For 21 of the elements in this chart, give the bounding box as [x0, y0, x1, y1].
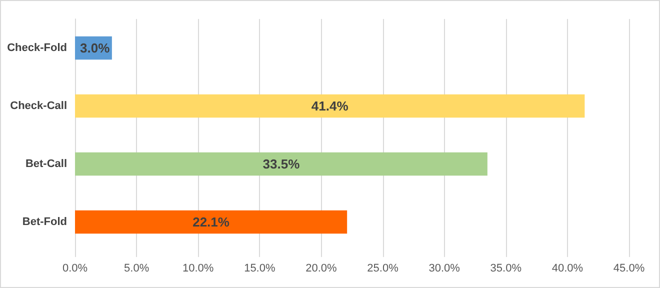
- data-label: 33.5%: [262, 156, 300, 172]
- x-tick-label: 35.0%: [490, 262, 522, 274]
- y-tick-label: Bet-Fold: [22, 216, 67, 228]
- x-tick-label: 10.0%: [182, 262, 214, 274]
- x-tick-label: 5.0%: [124, 262, 150, 274]
- x-tick-label: 0.0%: [62, 262, 88, 274]
- bar: [75, 152, 488, 176]
- y-tick-label: Check-Fold: [7, 42, 67, 54]
- data-label: 41.4%: [311, 98, 349, 114]
- x-tick-label: 30.0%: [428, 262, 460, 274]
- bar: [75, 210, 348, 234]
- x-tick-label: 45.0%: [613, 262, 645, 274]
- data-label: 22.1%: [192, 214, 230, 230]
- x-tick-label: 25.0%: [367, 262, 399, 274]
- x-tick-label: 15.0%: [244, 262, 276, 274]
- bar: [75, 94, 585, 118]
- x-tick-label: 40.0%: [552, 262, 584, 274]
- y-tick-label: Check-Call: [10, 100, 67, 112]
- data-label: 3.0%: [80, 40, 110, 56]
- x-tick-label: 20.0%: [306, 262, 338, 274]
- y-tick-label: Bet-Call: [25, 158, 67, 170]
